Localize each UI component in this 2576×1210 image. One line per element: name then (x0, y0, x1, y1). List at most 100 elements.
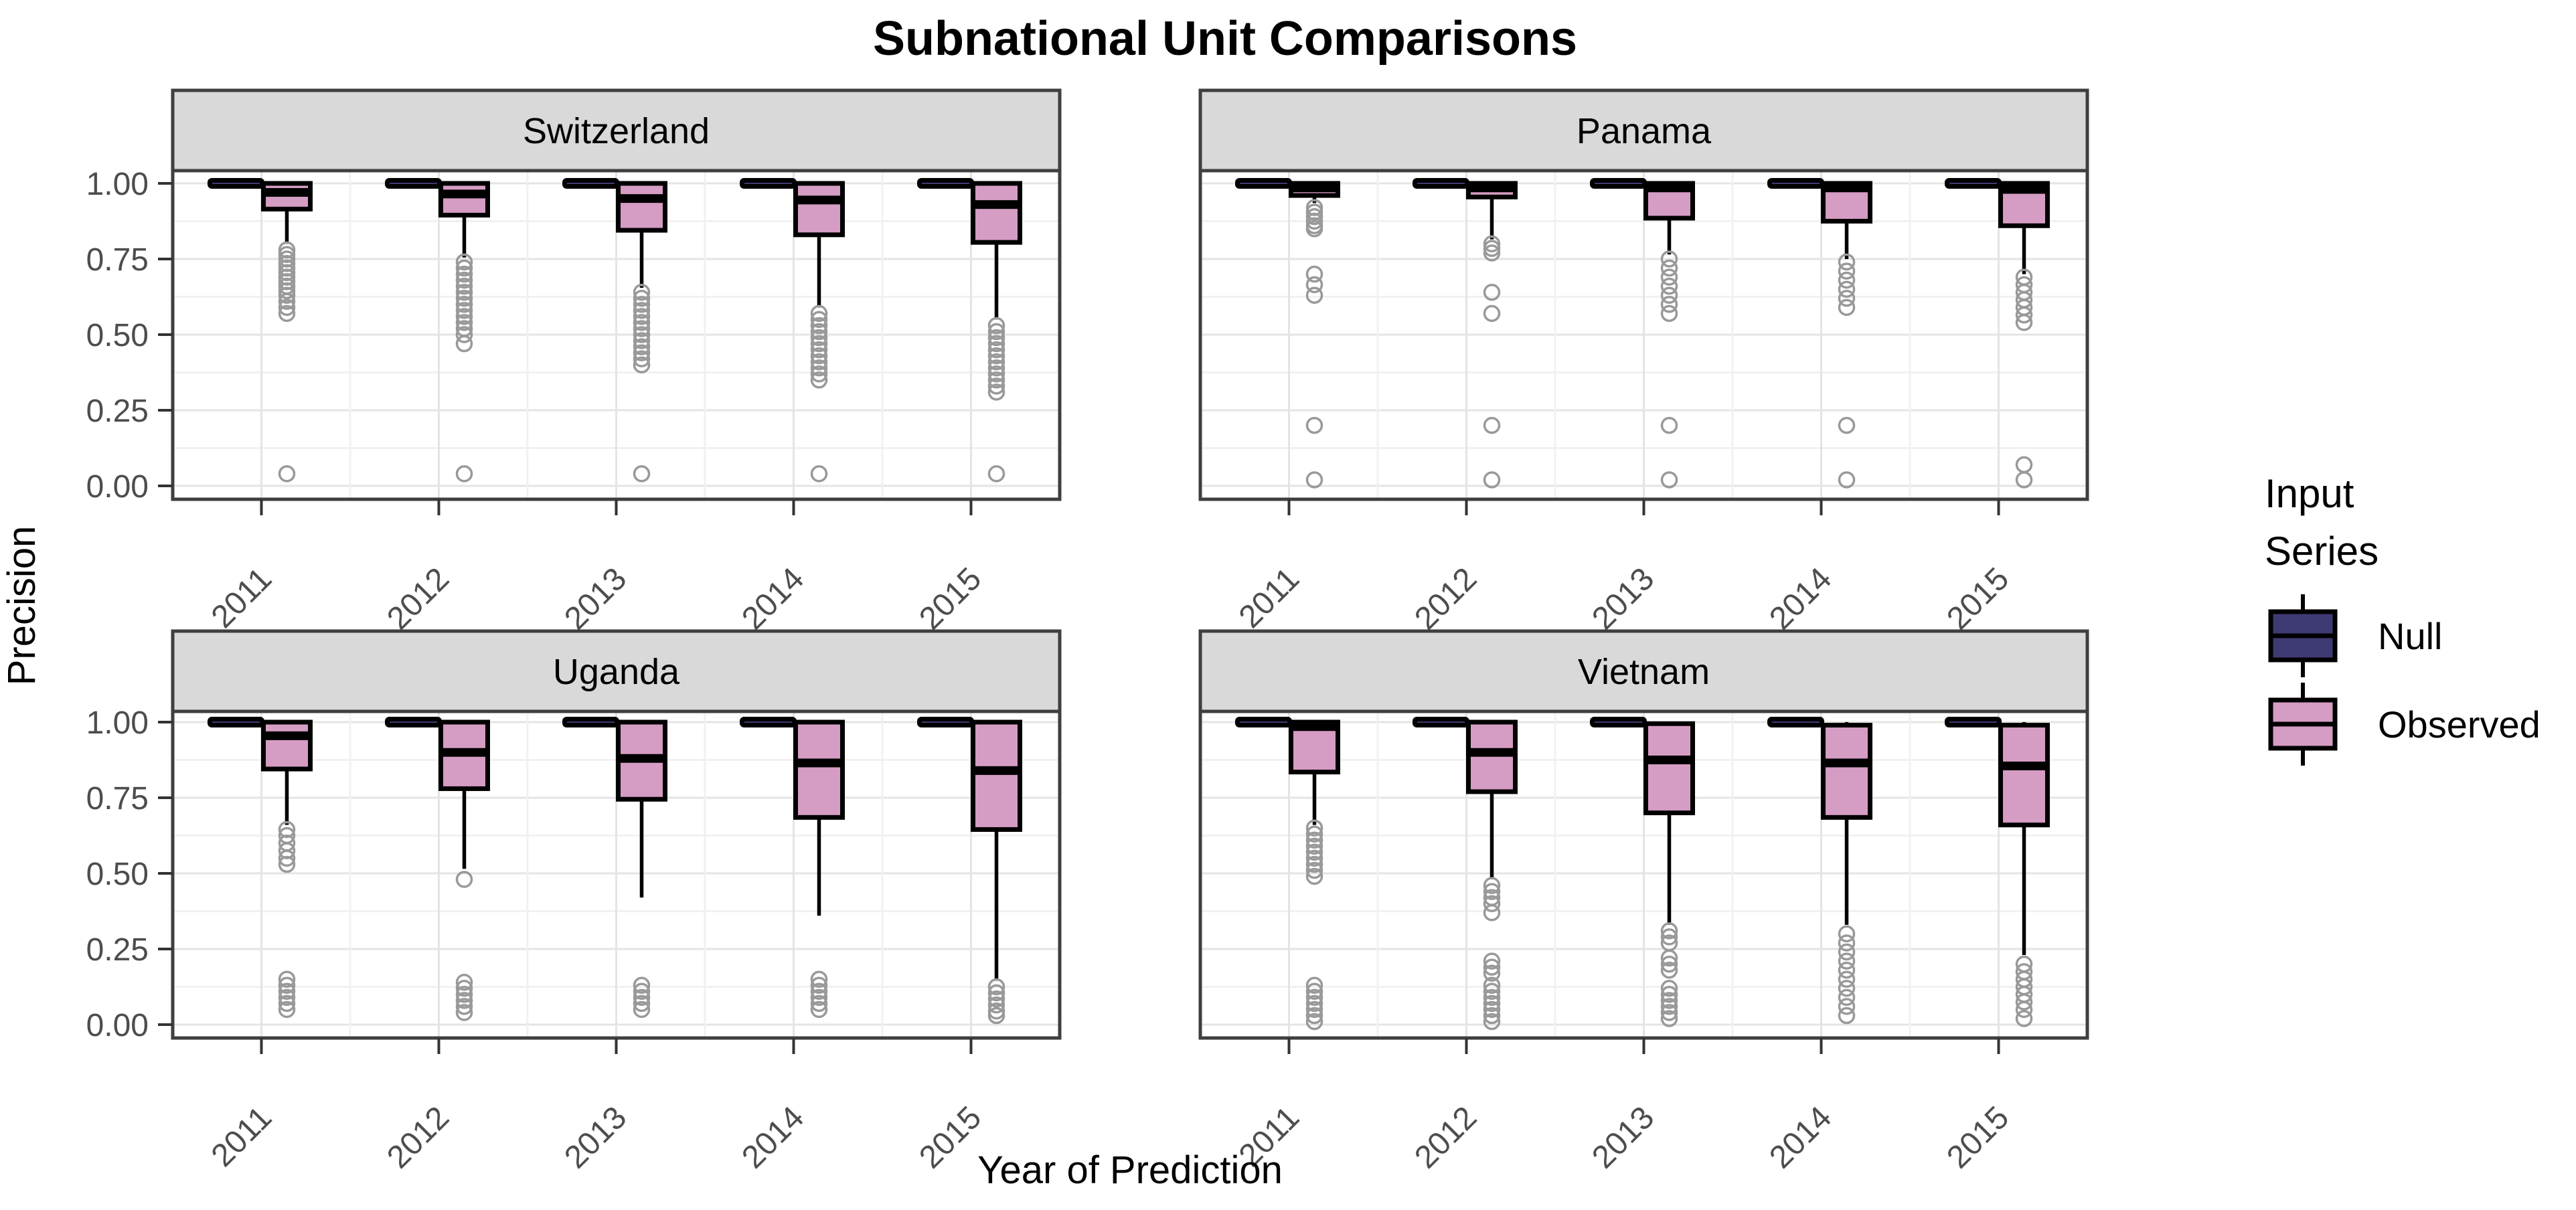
outlier-point (1838, 253, 1856, 271)
outlier-point (1483, 240, 1501, 257)
box-null (1945, 717, 2002, 727)
outlier-point (810, 335, 828, 353)
outlier-point (1305, 1013, 1323, 1031)
outlier-point (1305, 976, 1323, 994)
boxplot-group-2012 (1413, 717, 1518, 1031)
outlier-point (633, 332, 651, 349)
outlier-point (1838, 952, 1856, 970)
boxplot-group-2014 (1767, 717, 1872, 1025)
outlier-point (1483, 988, 1501, 1007)
outlier-point (810, 347, 828, 365)
x-tick-label: 2012 (380, 1100, 456, 1175)
y-tick-label: 0.25 (86, 932, 149, 968)
outlier-point (1305, 867, 1323, 885)
box-null (1767, 178, 1824, 189)
facet-strip (1198, 88, 2089, 173)
outlier-point (1660, 992, 1678, 1009)
box-null (917, 178, 974, 189)
x-tick-label: 2015 (1940, 561, 2016, 636)
outlier-point (1838, 416, 1856, 434)
outlier-point (1483, 958, 1501, 976)
outlier-point (455, 326, 473, 343)
outlier-point (810, 1001, 828, 1019)
outlier-point (810, 317, 828, 335)
boxplot-group-2012 (385, 717, 490, 1021)
box-null (562, 178, 619, 189)
outlier-point (987, 465, 1005, 483)
box-observed (616, 181, 667, 233)
y-axis-title: Precision (0, 526, 44, 686)
outlier-point (455, 1004, 473, 1021)
x-tick-label: 2015 (912, 561, 988, 636)
facet-strip-label: Panama (1577, 111, 1712, 151)
box-null (562, 717, 619, 727)
outlier-point (633, 320, 651, 337)
outlier-point (633, 356, 651, 373)
outlier-point (1838, 988, 1856, 1007)
outlier-point (455, 308, 473, 325)
outlier-point (278, 292, 296, 311)
outlier-point (633, 976, 651, 994)
outlier-point (633, 338, 651, 355)
outlier-point (987, 377, 1005, 395)
outlier-point (1838, 980, 1856, 997)
outlier-point (987, 353, 1005, 371)
outlier-point (1660, 471, 1678, 489)
outlier-point (987, 317, 1005, 335)
box-null (208, 717, 264, 727)
outlier-point (1305, 220, 1323, 238)
outlier-point (1660, 986, 1678, 1003)
outlier-point (1660, 955, 1678, 973)
x-tick-label: 2014 (735, 561, 811, 636)
outlier-point (278, 282, 296, 300)
box-null (208, 178, 264, 189)
outlier-point (1305, 982, 1323, 1001)
outlier-point (1483, 904, 1501, 922)
outlier-point (633, 296, 651, 313)
x-tick-label: 2014 (1763, 1100, 1838, 1175)
outlier-point (1660, 961, 1678, 979)
x-tick-label: 2013 (558, 561, 633, 636)
y-tick-label: 0.75 (86, 242, 149, 278)
outlier-point (1305, 212, 1323, 230)
box-null (1767, 717, 1824, 727)
outlier-point (633, 465, 651, 483)
outlier-point (1660, 1010, 1678, 1027)
box-null (1235, 178, 1292, 189)
x-tick-label: 2012 (1408, 1100, 1483, 1175)
outlier-point (1660, 416, 1678, 434)
box-null (1413, 178, 1469, 189)
box-null (740, 178, 797, 189)
boxplot-group-2012 (385, 178, 490, 483)
outlier-point (278, 286, 296, 304)
outlier-point (1838, 943, 1856, 961)
outlier-point (1305, 1001, 1323, 1019)
outlier-point (455, 973, 473, 991)
outlier-point (455, 290, 473, 307)
outlier-point (1838, 925, 1856, 943)
panel-panama: Panama 2011 2012 2013 2014 2015 (1198, 88, 2089, 636)
outlier-point (278, 988, 296, 1007)
outlier-point (987, 371, 1005, 389)
facet-strip-label: Switzerland (523, 111, 710, 151)
outlier-point (1838, 471, 1856, 489)
outlier-point (1660, 928, 1678, 946)
outlier-point (1483, 995, 1501, 1013)
outlier-point (633, 995, 651, 1013)
outlier-point (1305, 416, 1323, 434)
outlier-point (810, 353, 828, 371)
outlier-point (633, 290, 651, 307)
outlier-point (1483, 976, 1501, 994)
x-tick-label: 2011 (205, 1100, 278, 1173)
legend-label: Null (2378, 615, 2442, 657)
outlier-point (633, 982, 651, 1001)
outlier-point (810, 976, 828, 994)
boxplot-group-2014 (740, 717, 845, 1019)
outlier-point (1305, 988, 1323, 1007)
outlier-point (1838, 998, 1856, 1015)
outlier-point (633, 314, 651, 331)
outlier-point (455, 335, 473, 353)
